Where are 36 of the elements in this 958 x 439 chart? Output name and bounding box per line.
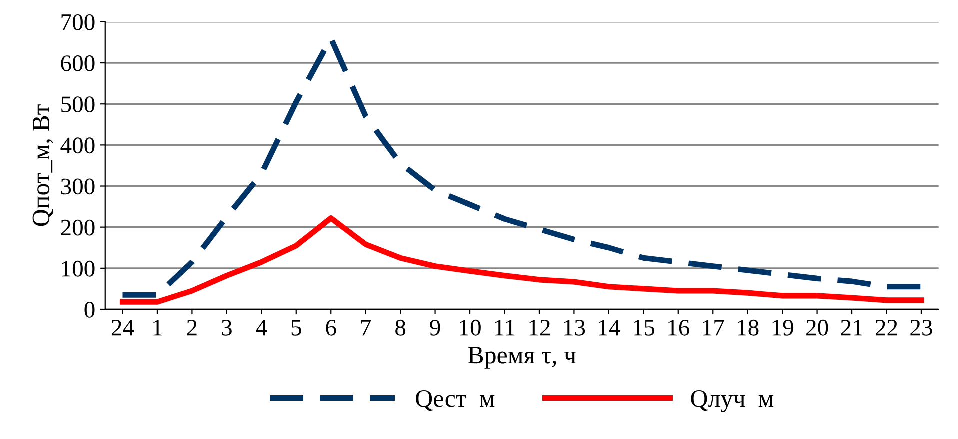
x-tick-label: 15: [634, 320, 655, 336]
x-tick-label: 10: [460, 320, 481, 336]
y-tick-label: 500: [62, 96, 95, 113]
x-tick-label: 7: [361, 320, 372, 336]
x-tick-label: 1: [154, 320, 162, 336]
y-tick-label: 600: [61, 56, 95, 72]
x-tick-label: 17: [703, 320, 724, 336]
legend-label: Qлуч м: [691, 390, 774, 412]
x-tick-label: 4: [256, 320, 268, 336]
y-tick-label: 400: [60, 138, 95, 154]
x-tick-label: 12: [530, 320, 550, 336]
y-tick-label: 300: [61, 178, 95, 195]
x-tick-label: 19: [772, 320, 794, 336]
y-tick-label: 0: [84, 302, 95, 318]
y-tick-label: 100: [62, 260, 95, 277]
x-tick-label: 5: [292, 320, 302, 336]
x-tick-label: 11: [495, 320, 515, 336]
x-tick-label: 9: [430, 320, 440, 336]
x-tick-label: 13: [564, 320, 586, 336]
y-axis-title: Qпот_м, Вт: [32, 104, 54, 226]
x-tick-label: 22: [876, 320, 898, 336]
x-tick-label: 20: [806, 320, 828, 336]
legend-label: Qест м: [416, 390, 495, 412]
x-tick-label: 18: [738, 320, 759, 336]
x-tick-label: 2: [187, 320, 197, 336]
x-tick-label: 16: [668, 320, 690, 336]
x-tick-label: 6: [326, 320, 336, 336]
x-tick-label: 23: [910, 320, 932, 336]
x-tick-label: 24: [112, 320, 134, 336]
y-tick-label: 700: [62, 14, 95, 30]
x-tick-label: 3: [222, 320, 232, 336]
x-tick-label: 14: [599, 320, 620, 336]
x-tick-label: 21: [841, 320, 862, 336]
x-axis-title: Время τ, ч: [468, 347, 576, 369]
y-tick-label: 200: [61, 220, 95, 236]
x-tick-label: 8: [396, 320, 406, 336]
